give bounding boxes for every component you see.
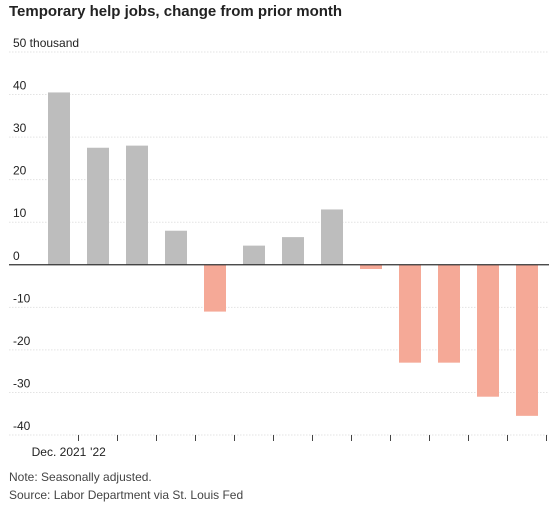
bar [204, 264, 226, 312]
bar [87, 147, 109, 265]
bar [516, 264, 538, 416]
y-axis-tick-labels: 50 thousand 40 30 20 10 0 -10 -20 -30 -40 [13, 36, 79, 433]
bar [360, 264, 382, 270]
bar [48, 92, 70, 265]
y-tick-label: -40 [13, 419, 31, 433]
chart-title: Temporary help jobs, change from prior m… [9, 3, 343, 20]
bars [48, 92, 538, 416]
x-axis-ticks: Dec. 2021'22 [32, 435, 547, 459]
y-tick-label: -30 [13, 376, 31, 390]
bar [438, 264, 460, 363]
bar [477, 264, 499, 397]
bar [399, 264, 421, 363]
source-text: Source: Labor Department via St. Louis F… [9, 488, 244, 502]
y-tick-label: 0 [13, 249, 20, 263]
y-tick-label: -10 [13, 291, 31, 305]
y-tick-label: 50 thousand [13, 36, 79, 50]
bar [282, 237, 304, 265]
bar [243, 245, 265, 265]
bar [321, 209, 343, 265]
y-tick-label: -20 [13, 334, 31, 348]
bar [165, 230, 187, 265]
note-text: Note: Seasonally adjusted. [9, 470, 152, 484]
chart-footer: Note: Seasonally adjusted. Source: Labor… [9, 468, 243, 504]
y-tick-label: 20 [13, 164, 27, 178]
x-tick-label: '22 [90, 445, 106, 459]
x-tick-label: Dec. 2021 [32, 445, 87, 459]
bar [126, 145, 148, 265]
y-tick-label: 40 [13, 79, 27, 93]
y-tick-label: 10 [13, 206, 27, 220]
y-tick-label: 30 [13, 121, 27, 135]
